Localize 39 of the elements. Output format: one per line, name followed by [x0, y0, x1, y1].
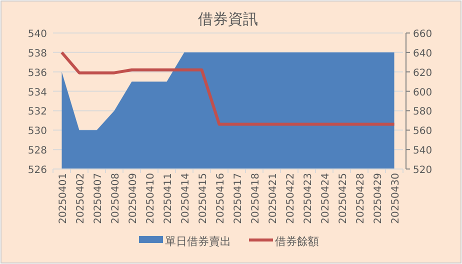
- x-tick-label: 20250416: [215, 173, 226, 224]
- x-tick-label: 20250421: [268, 173, 279, 224]
- y2-tick-label: 580: [413, 106, 432, 118]
- x-tick-label: 20250409: [128, 173, 139, 224]
- y-tick-label: 536: [28, 68, 47, 79]
- y2-tick-label: 540: [413, 146, 432, 157]
- y2-tick-label: 620: [413, 68, 432, 79]
- y2-tick-label: 600: [413, 87, 432, 98]
- x-tick-label: 20250411: [162, 173, 174, 224]
- y-tick-label: 532: [28, 106, 47, 118]
- y-tick-label: 538: [28, 48, 47, 60]
- x-tick-label: 20250417: [232, 173, 244, 224]
- y-tick-label: 530: [28, 126, 47, 138]
- x-tick-label: 20250414: [180, 173, 192, 224]
- x-tick-label: 20250422: [285, 173, 296, 224]
- y-tick-label: 534: [28, 87, 47, 98]
- legend-label: 單日借券賣出: [165, 235, 231, 248]
- x-tick-label: 20250408: [110, 173, 122, 224]
- x-tick-label: 20250415: [198, 173, 209, 224]
- y2-tick-label: 640: [413, 48, 432, 60]
- x-tick-label: 20250418: [250, 173, 262, 224]
- y2-tick-label: 660: [413, 29, 432, 40]
- x-tick-label: 20250428: [355, 173, 366, 224]
- x-tick-label: 20250424: [320, 173, 332, 224]
- title: 借券資訊: [198, 10, 258, 28]
- x-tick-label: 20250407: [92, 173, 104, 224]
- x-tick-label: 20250410: [145, 173, 156, 224]
- x-tick-label: 20250423: [302, 173, 314, 224]
- y-tick-label: 526: [28, 165, 47, 176]
- y2-tick-label: 520: [413, 165, 432, 176]
- x-tick-label: 20250402: [75, 173, 86, 224]
- y2-tick-label: 560: [413, 126, 432, 138]
- x-tick-label: 20250430: [390, 173, 402, 224]
- x-tick-label: 20250425: [338, 173, 349, 224]
- legend-label: 借券餘額: [275, 235, 319, 248]
- y-tick-label: 540: [28, 29, 47, 40]
- x-tick-label: 20250429: [372, 173, 384, 224]
- x-tick-label: 20250401: [58, 173, 69, 224]
- y-tick-label: 528: [28, 146, 47, 157]
